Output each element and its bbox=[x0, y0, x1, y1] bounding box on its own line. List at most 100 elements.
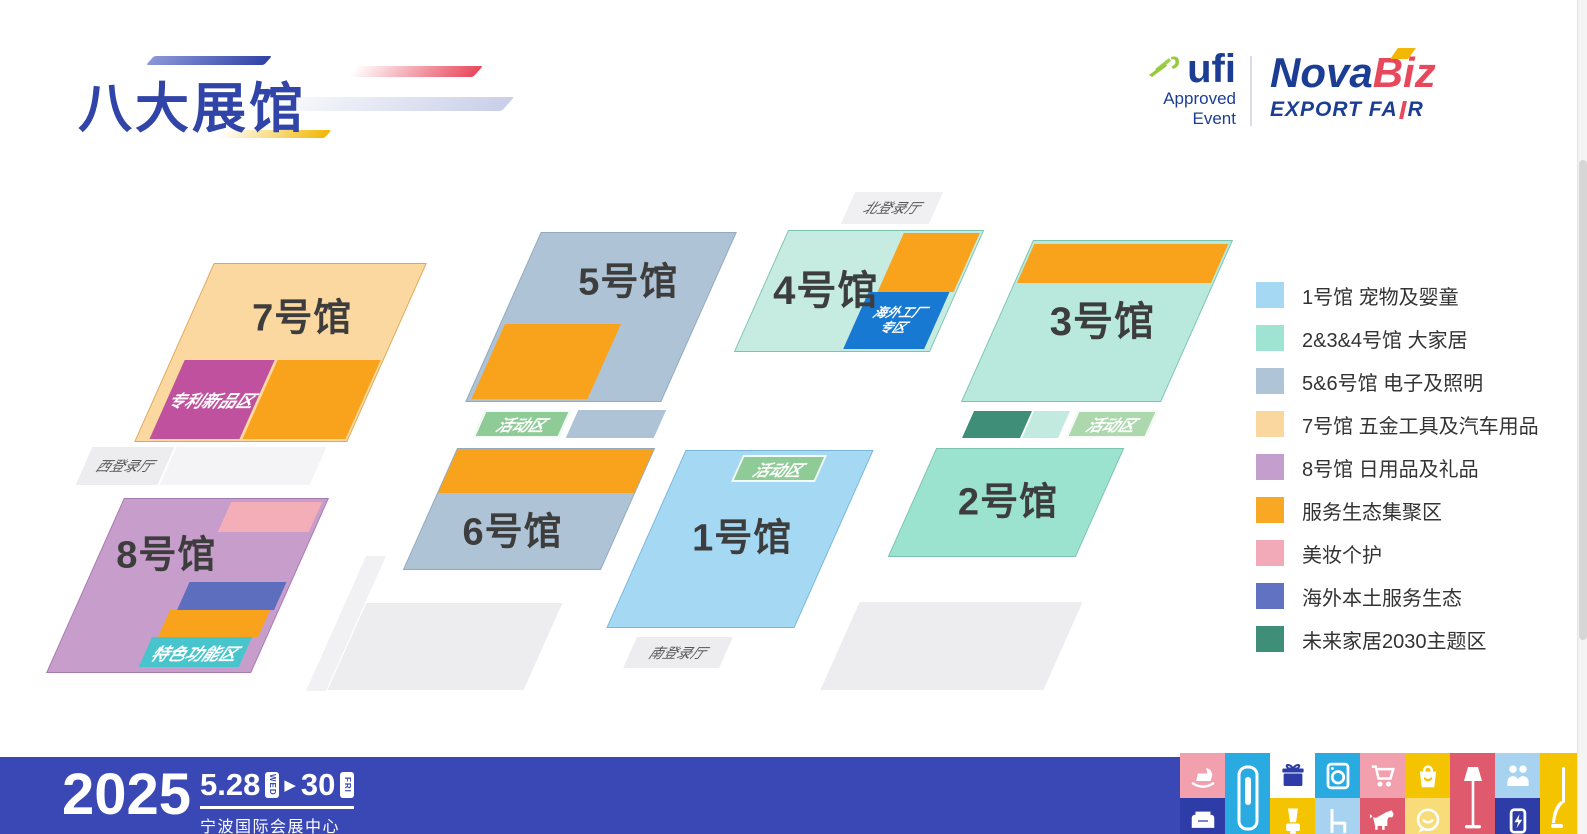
exhibit-hall-8: 特色功能区 8号馆 bbox=[46, 498, 329, 673]
ufi-wing-icon bbox=[1147, 53, 1187, 86]
zone-overseas-line1: 海外工厂 bbox=[870, 304, 930, 320]
scrollbar-thumb[interactable] bbox=[1579, 160, 1587, 640]
zone-feature-label: 特色功能区 bbox=[147, 644, 242, 664]
novabiz-r-text: R bbox=[1407, 98, 1424, 121]
legend-label: 未来家居2030主题区 bbox=[1302, 630, 1487, 653]
south-registration-label: 南登录厅 bbox=[646, 644, 710, 661]
legend-swatch bbox=[1256, 497, 1284, 523]
legend-row: 2&3&4号馆 大家居 bbox=[1256, 325, 1539, 352]
shopping-bag-icon bbox=[1405, 753, 1450, 798]
novabiz-logo: NovaBiz EXPORT FA R bbox=[1270, 48, 1436, 122]
blender-icon bbox=[1270, 798, 1315, 834]
legend-row: 5&6号馆 电子及照明 bbox=[1256, 368, 1539, 395]
activity-zone-badge-3: 活动区 bbox=[1065, 410, 1159, 438]
title-slash-red bbox=[347, 66, 483, 77]
legend-label: 5&6号馆 电子及照明 bbox=[1302, 372, 1484, 395]
zone-feature-function: 特色功能区 bbox=[139, 637, 252, 667]
legend-label: 1号馆 宠物及婴童 bbox=[1302, 286, 1459, 309]
activity-zone-badge-5: 活动区 bbox=[472, 410, 572, 438]
hall-4-label: 4号馆 bbox=[773, 269, 879, 314]
footer-icon-grid bbox=[1180, 753, 1585, 834]
weekday-badge-start: WED bbox=[265, 772, 280, 798]
legend-label: 服务生态集聚区 bbox=[1302, 501, 1442, 524]
zone-beauty-personal-care bbox=[217, 502, 322, 532]
south-registration-hall: 南登录厅 bbox=[623, 637, 733, 668]
zone-service-ecosystem-3 bbox=[1017, 244, 1229, 283]
dog-icon bbox=[1360, 798, 1405, 834]
west-registration-label: 西登录厅 bbox=[93, 458, 157, 474]
exhibit-hall-7: 专利新品区 7号馆 bbox=[134, 263, 427, 442]
legend-row: 1号馆 宠物及婴童 bbox=[1256, 282, 1539, 309]
map-legend: 1号馆 宠物及婴童 2&3&4号馆 大家居 5&6号馆 电子及照明 7号馆 五金… bbox=[1256, 282, 1539, 653]
hall-7-label: 7号馆 bbox=[251, 297, 353, 340]
ufi-approved-text: Approved bbox=[1163, 89, 1236, 108]
legend-label: 2&3&4号馆 大家居 bbox=[1302, 329, 1468, 352]
zone-service-ecosystem-6 bbox=[437, 449, 654, 494]
legend-swatch bbox=[1256, 454, 1284, 480]
exhibit-hall-6: 6号馆 bbox=[402, 448, 656, 570]
novabiz-export-text: EXPORT FA bbox=[1270, 98, 1398, 121]
legend-swatch bbox=[1256, 411, 1284, 437]
air-purifier-icon bbox=[1225, 753, 1270, 834]
hall-8-label: 8号馆 bbox=[116, 534, 217, 577]
date-start: 5.28 bbox=[200, 767, 261, 802]
novabiz-red-bar bbox=[1398, 101, 1407, 119]
legend-row: 海外本土服务生态 bbox=[1256, 583, 1539, 610]
hall-1-label: 1号馆 bbox=[692, 517, 793, 560]
activity-zone-label: 活动区 bbox=[1083, 418, 1139, 435]
legend-swatch bbox=[1256, 282, 1284, 308]
novabiz-nova-text: Nova bbox=[1270, 49, 1373, 96]
legend-swatch bbox=[1256, 540, 1284, 566]
ufi-logo: ufi Approved Event bbox=[1124, 49, 1236, 128]
zone-patent-label: 专利新品区 bbox=[164, 391, 258, 411]
power-bank-icon bbox=[1495, 798, 1540, 834]
zone-service-ecosystem-5 bbox=[471, 323, 622, 400]
hall-5-label: 5号馆 bbox=[577, 261, 678, 304]
unlabeled-block-west bbox=[327, 603, 563, 690]
legend-label: 8号馆 日用品及礼品 bbox=[1302, 458, 1479, 481]
venue-name: 宁波国际会展中心 bbox=[200, 819, 341, 834]
strip-5-6 bbox=[565, 410, 667, 438]
shopping-cart-icon bbox=[1360, 753, 1405, 798]
zone-service-ecosystem-4 bbox=[877, 233, 980, 293]
north-registration-hall: 北登录厅 bbox=[840, 192, 944, 224]
hall-3-label: 3号馆 bbox=[1049, 299, 1156, 344]
handshake-icon bbox=[1495, 753, 1540, 798]
exhibit-hall-3: 3号馆 bbox=[960, 240, 1234, 402]
scrollbar[interactable] bbox=[1577, 0, 1587, 834]
logo-divider bbox=[1250, 56, 1252, 126]
floor-lamp-icon bbox=[1450, 753, 1495, 834]
legend-row: 7号馆 五金工具及汽车用品 bbox=[1256, 411, 1539, 438]
rocking-horse-icon bbox=[1180, 753, 1225, 798]
legend-label: 美妆个护 bbox=[1302, 544, 1382, 567]
activity-zone-badge-1: 活动区 bbox=[730, 455, 828, 482]
zone-overseas-local-service bbox=[176, 582, 287, 610]
legend-label: 7号馆 五金工具及汽车用品 bbox=[1302, 415, 1539, 438]
armchair-icon bbox=[1180, 798, 1225, 834]
chat-smiley-icon bbox=[1405, 798, 1450, 834]
legend-row: 未来家居2030主题区 bbox=[1256, 626, 1539, 653]
legend-row: 服务生态集聚区 bbox=[1256, 497, 1539, 524]
west-road-band bbox=[159, 447, 327, 485]
legend-swatch bbox=[1256, 583, 1284, 609]
date-arrow-icon: ▶ bbox=[284, 777, 296, 794]
west-registration-hall: 西登录厅 bbox=[75, 447, 175, 485]
gift-icon bbox=[1270, 753, 1315, 798]
ufi-event-text: Event bbox=[1192, 108, 1236, 128]
legend-label: 海外本土服务生态 bbox=[1302, 587, 1462, 610]
legend-swatch bbox=[1256, 368, 1284, 394]
zone-service-ecosystem-8 bbox=[158, 609, 271, 638]
page-title: 八大展馆 bbox=[78, 79, 306, 139]
activity-zone-label: 活动区 bbox=[750, 462, 806, 480]
exhibit-hall-5: 5号馆 bbox=[465, 232, 737, 402]
exhibit-hall-4: 海外工厂 专区 4号馆 bbox=[733, 230, 985, 352]
north-registration-label: 北登录厅 bbox=[860, 200, 924, 216]
weekday-badge-end: FRI bbox=[340, 772, 355, 798]
zone-overseas-line2: 专区 bbox=[876, 320, 910, 336]
event-dates: 5.28 WED ▶ 30 FRI 宁波国际会展中心 bbox=[200, 767, 355, 834]
exhibit-hall-2: 2号馆 bbox=[887, 448, 1125, 557]
washing-machine-icon bbox=[1315, 753, 1360, 798]
zone-future-home-2030 bbox=[961, 411, 1033, 438]
legend-swatch bbox=[1256, 626, 1284, 652]
